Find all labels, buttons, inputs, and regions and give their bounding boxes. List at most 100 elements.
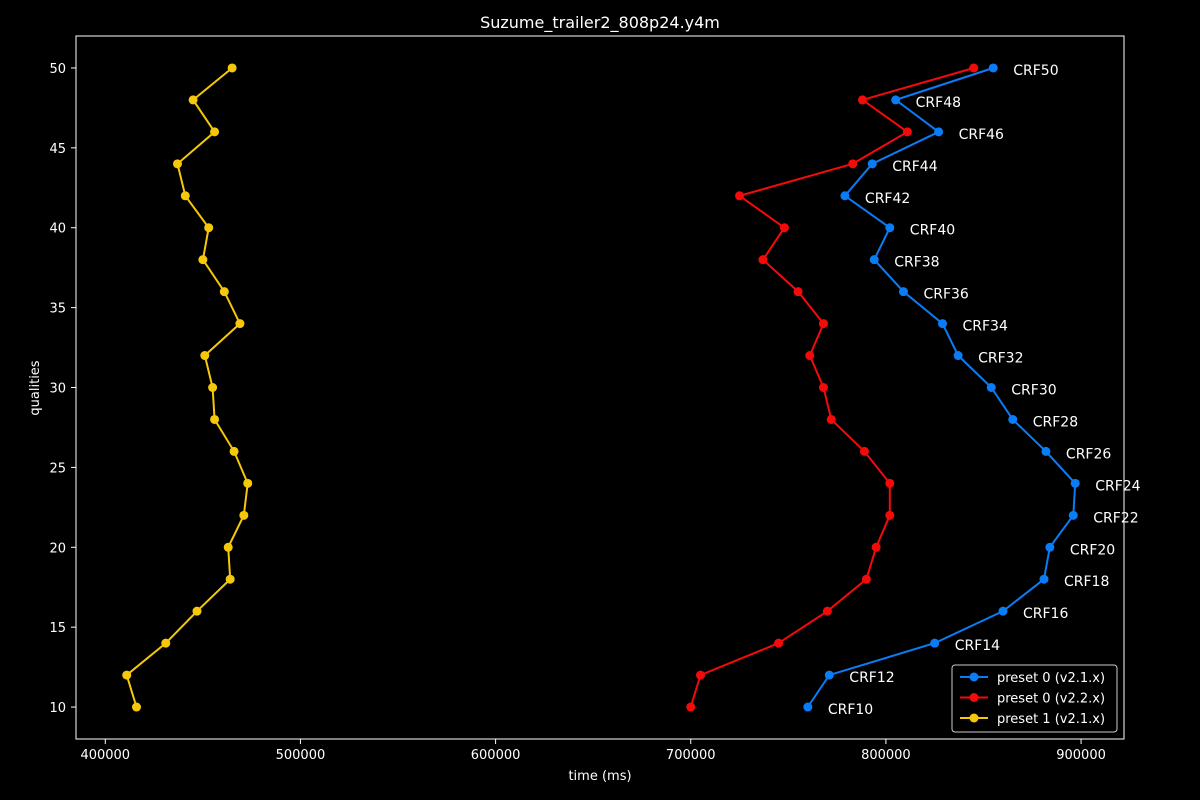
data-point: [885, 223, 895, 233]
data-point: [200, 351, 210, 361]
data-point: [869, 255, 879, 265]
point-annotation: CRF42: [865, 191, 910, 207]
legend-item[interactable]: preset 0 (v2.1.x): [960, 671, 1105, 686]
data-point: [696, 670, 706, 680]
legend-item[interactable]: preset 1 (v2.1.x): [960, 712, 1105, 727]
data-point: [885, 478, 895, 488]
legend-marker: [969, 672, 979, 682]
data-point: [953, 351, 963, 361]
point-annotation: CRF32: [978, 351, 1023, 367]
data-point: [826, 414, 836, 424]
point-annotation: CRF22: [1093, 510, 1138, 526]
data-point: [1041, 446, 1051, 456]
data-point: [758, 255, 768, 265]
series-layer: [122, 63, 1080, 712]
data-point: [198, 255, 208, 265]
point-annotation: CRF10: [828, 702, 873, 718]
point-annotation: CRF24: [1095, 478, 1140, 494]
data-point: [188, 95, 198, 105]
point-annotation: CRF28: [1033, 414, 1078, 430]
data-point: [848, 159, 858, 169]
data-point: [1008, 414, 1018, 424]
point-annotation: CRF38: [894, 255, 939, 271]
y-tick-label: 20: [49, 541, 66, 556]
point-annotation: CRF18: [1064, 574, 1109, 590]
y-tick-label: 35: [49, 302, 66, 317]
data-point: [1045, 542, 1055, 552]
point-annotation: CRF14: [955, 638, 1000, 654]
point-annotation: CRF40: [910, 223, 955, 239]
data-point: [803, 702, 813, 712]
data-point: [998, 606, 1008, 616]
data-point: [805, 351, 815, 361]
point-annotation: CRF20: [1070, 542, 1115, 558]
annotations: CRF10 CRF12 CRF14 CRF16 CRF18 CRF20 CRF22 CRF24…: [828, 63, 1141, 718]
data-point: [131, 702, 141, 712]
data-point: [934, 127, 944, 137]
x-tick-label: 500000: [276, 748, 326, 763]
legend-item[interactable]: preset 0 (v2.2.x): [960, 692, 1105, 707]
y-tick-label: 45: [49, 142, 66, 157]
legend-label: preset 0 (v2.1.x): [997, 671, 1105, 686]
data-point: [204, 223, 214, 233]
y-tick-label: 10: [49, 701, 66, 716]
legend-label: preset 1 (v2.1.x): [997, 712, 1105, 727]
y-axis-label: qualities: [28, 360, 43, 415]
data-point: [930, 638, 940, 648]
data-point: [208, 383, 218, 392]
data-point: [235, 319, 245, 329]
series-1: [686, 63, 979, 712]
point-annotation: CRF16: [1023, 606, 1068, 622]
data-point: [857, 95, 867, 105]
data-point: [122, 670, 132, 680]
data-point: [1039, 574, 1049, 584]
data-point: [885, 510, 895, 520]
data-point: [172, 159, 182, 169]
plot-area: [75, 35, 1125, 740]
point-annotation: CRF46: [959, 127, 1004, 143]
data-point: [227, 63, 237, 73]
data-point: [969, 63, 979, 73]
data-point: [779, 223, 789, 233]
data-point: [239, 510, 249, 520]
data-point: [859, 446, 869, 456]
series-0: [803, 63, 1080, 712]
legend-marker: [969, 713, 979, 723]
point-annotation: CRF36: [923, 287, 968, 303]
y-tick-label: 50: [49, 62, 66, 77]
point-annotation: CRF44: [892, 159, 937, 175]
x-tick-label: 700000: [666, 748, 716, 763]
y-tick-label: 40: [49, 222, 66, 237]
data-point: [210, 127, 220, 137]
data-point: [192, 606, 202, 616]
point-annotation: CRF12: [849, 670, 894, 686]
data-point: [818, 319, 828, 329]
point-annotation: CRF26: [1066, 446, 1111, 462]
data-point: [225, 574, 235, 584]
data-point: [818, 383, 828, 392]
data-point: [243, 478, 253, 488]
y-tick-label: 25: [49, 461, 66, 476]
x-tick-label: 600000: [471, 748, 521, 763]
data-point: [840, 191, 850, 201]
legend[interactable]: preset 0 (v2.1.x) preset 0 (v2.2.x) preset…: [951, 664, 1118, 733]
data-point: [774, 638, 784, 648]
data-point: [824, 670, 834, 680]
data-point: [161, 638, 171, 648]
x-tick-label: 900000: [1056, 748, 1106, 763]
legend-marker: [969, 693, 979, 702]
legend-frame: [951, 664, 1118, 733]
data-point: [867, 159, 877, 169]
data-point: [822, 606, 832, 616]
data-point: [219, 287, 229, 297]
point-annotation: CRF48: [916, 95, 961, 111]
y-tick-label: 30: [49, 382, 66, 397]
data-point: [938, 319, 948, 329]
data-point: [891, 95, 901, 105]
point-annotation: CRF34: [963, 319, 1008, 335]
x-axis-label: time (ms): [568, 769, 631, 784]
data-point: [988, 63, 998, 73]
point-annotation: CRF30: [1011, 383, 1056, 399]
data-point: [223, 542, 233, 552]
